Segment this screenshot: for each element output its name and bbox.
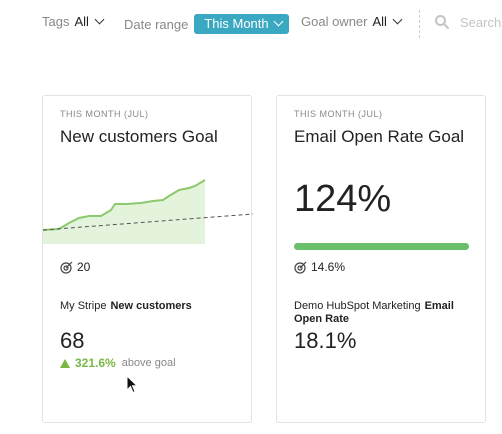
card-title: Email Open Rate Goal [294, 127, 465, 146]
card-period: THIS MONTH (JUL) [294, 109, 383, 119]
target-icon [60, 261, 73, 274]
date-range-value: This Month [204, 16, 269, 31]
filter-bar: Tags All Date range This Month Goal owne… [0, 0, 502, 46]
progress-sparkline [43, 179, 253, 244]
goal-owner-label: Goal owner [301, 14, 368, 29]
metric-name: Email Open Rate [294, 300, 454, 325]
divider [419, 10, 420, 38]
date-range-label: Date range [124, 16, 189, 32]
metric-value: 18.1% [294, 328, 357, 353]
target-icon [294, 261, 307, 274]
search-icon[interactable] [434, 14, 450, 30]
search-input[interactable]: Search... [460, 15, 502, 30]
progress-fill [294, 243, 469, 250]
tags-filter[interactable]: Tags All [42, 14, 105, 29]
change-indicator: 321.6% above goal [60, 356, 176, 370]
metric-name: New customers [110, 300, 192, 312]
chevron-down-icon [273, 16, 284, 27]
change-percent: 321.6% [75, 356, 116, 370]
up-arrow-icon [60, 358, 70, 368]
goal-owner-value: All [372, 14, 387, 29]
metric-source: Demo HubSpot Marketing Email Open Rate [294, 300, 472, 326]
date-range-filter[interactable]: Date range This Month [124, 14, 289, 34]
metric-value: 68 [60, 328, 85, 353]
metric-source: My Stripe New customers [60, 300, 192, 313]
chevron-down-icon [94, 14, 105, 25]
date-range-select[interactable]: This Month [194, 14, 289, 34]
target-value: 14.6% [311, 260, 346, 274]
mouse-cursor-icon [126, 375, 138, 394]
tags-filter-value: All [74, 14, 89, 29]
goal-percent: 124% [294, 178, 392, 220]
change-note: above goal [121, 357, 176, 369]
card-period: THIS MONTH (JUL) [60, 109, 149, 119]
goal-target: 14.6% [294, 260, 345, 274]
goal-card-new-customers[interactable]: THIS MONTH (JUL) New customers Goal 20 M… [42, 95, 253, 423]
goal-owner-filter[interactable]: Goal owner All [301, 14, 403, 29]
card-title: New customers Goal [60, 127, 218, 146]
target-value: 20 [77, 260, 91, 274]
chevron-down-icon [392, 14, 403, 25]
tags-filter-label: Tags [42, 14, 70, 29]
source-name: Demo HubSpot Marketing [294, 300, 421, 312]
goal-target: 20 [60, 260, 90, 274]
goal-card-email-open-rate[interactable]: THIS MONTH (JUL) Email Open Rate Goal 12… [276, 95, 486, 423]
source-name: My Stripe [60, 300, 107, 312]
progress-bar [294, 243, 469, 250]
